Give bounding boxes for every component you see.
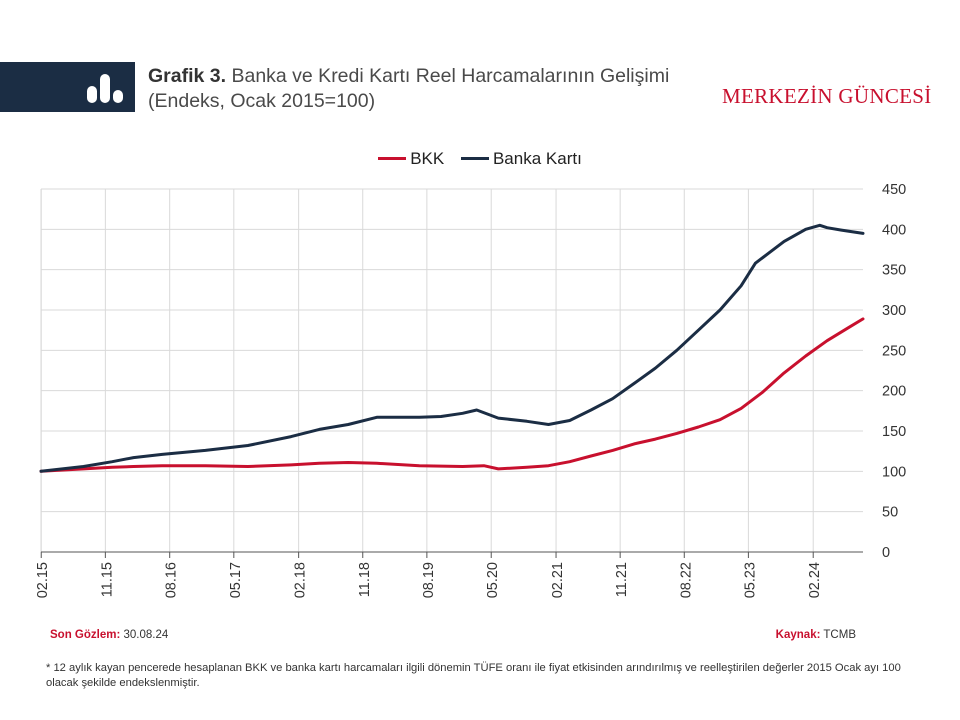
legend-item-bkk: BKK xyxy=(378,149,444,169)
x-tick-label: 02.15 xyxy=(35,562,51,598)
y-tick-label: 350 xyxy=(882,263,906,279)
title-bold: Grafik 3. xyxy=(148,65,227,87)
legend-item-banka-karti: Banka Kartı xyxy=(460,148,582,169)
legend-swatch-bkk xyxy=(378,157,407,160)
legend-label-banka-karti: Banka Kartı xyxy=(492,148,582,168)
y-tick-label: 150 xyxy=(882,424,906,440)
title-text: Banka ve Kredi Kartı Reel Harcamalarının… xyxy=(148,65,670,112)
bar-chart-icon xyxy=(87,74,123,103)
legend-swatch-banka-karti xyxy=(460,157,489,160)
brand-logo: MERKEZİN GÜNCESİ xyxy=(722,84,932,108)
x-tick-label: 11.21 xyxy=(614,562,630,597)
x-tick-label: 08.19 xyxy=(421,562,437,598)
footnote: * 12 aylık kayan pencerede hesaplanan BK… xyxy=(46,662,901,689)
header-accent-bar xyxy=(0,62,135,112)
x-tick-label: 11.15 xyxy=(99,562,115,597)
source: Kaynak: TCMB xyxy=(776,629,856,641)
y-tick-label: 300 xyxy=(882,303,906,319)
x-tick-label: 02.18 xyxy=(293,562,309,598)
legend-label-bkk: BKK xyxy=(410,148,445,168)
y-tick-label: 200 xyxy=(882,384,906,400)
y-tick-label: 250 xyxy=(882,343,906,359)
y-tick-label: 450 xyxy=(882,182,906,198)
y-tick-label: 400 xyxy=(882,222,906,238)
x-tick-label: 02.24 xyxy=(807,562,823,598)
series-line-banka-karti xyxy=(39,223,865,473)
y-tick-label: 100 xyxy=(882,464,906,480)
x-tick-label: 05.17 xyxy=(228,562,244,598)
x-tick-label: 05.23 xyxy=(742,562,758,598)
last-observation-label: Son Gözlem: xyxy=(50,629,121,641)
last-observation: Son Gözlem: 30.08.24 xyxy=(50,629,168,641)
last-observation-value: 30.08.24 xyxy=(120,629,169,641)
y-tick-label: 0 xyxy=(882,545,890,561)
x-tick-label: 11.18 xyxy=(357,562,373,597)
x-tick-label: 02.21 xyxy=(550,562,566,598)
y-tick-label: 50 xyxy=(882,505,898,521)
source-label: Kaynak: xyxy=(775,629,821,641)
series-line-bkk xyxy=(39,317,865,473)
source-value: TCMB xyxy=(820,629,856,641)
x-tick-label: 08.16 xyxy=(164,562,180,598)
chart-title: Grafik 3. Banka ve Kredi Kartı Reel Harc… xyxy=(148,64,708,114)
chart-legend: BKK Banka Kartı xyxy=(0,145,960,169)
x-tick-label: 05.20 xyxy=(485,562,501,598)
x-tick-label: 08.22 xyxy=(678,562,694,598)
